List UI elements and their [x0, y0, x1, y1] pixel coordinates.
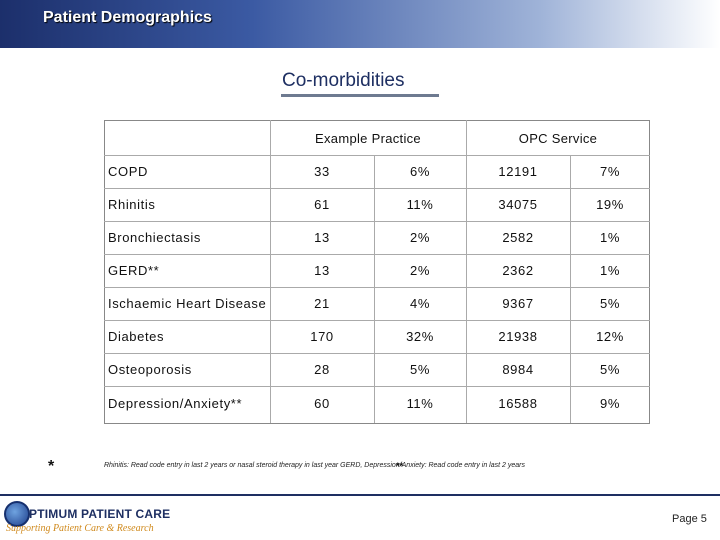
table-row: Bronchiectasis 13 2% 2582 1% [104, 221, 650, 254]
service-count: 2582 [502, 230, 534, 245]
footnote-text: Rhinitis: Read code entry in last 2 year… [104, 462, 525, 469]
practice-percent: 11% [406, 396, 434, 411]
service-percent: 1% [600, 263, 620, 278]
table-divider-service [570, 155, 571, 423]
service-count: 21938 [498, 329, 538, 344]
logo-wordmark: PTIMUM PATIENT CARE [29, 507, 171, 521]
service-count: 34075 [498, 197, 538, 212]
optimum-patient-care-logo: PTIMUM PATIENT CARE Supporting Patient C… [4, 500, 184, 538]
practice-count: 170 [310, 329, 334, 344]
service-percent: 1% [600, 230, 620, 245]
practice-percent: 32% [406, 329, 434, 344]
service-percent: 7% [600, 164, 620, 179]
practice-count: 61 [314, 197, 330, 212]
row-name: GERD** [108, 263, 160, 278]
table-divider-group [466, 120, 467, 423]
table-row-rule [104, 320, 650, 321]
group-header-opc-service: OPC Service [518, 131, 598, 146]
header-title: Patient Demographics [43, 9, 212, 26]
table-row-rule [104, 353, 650, 354]
service-count: 9367 [502, 296, 534, 311]
row-name: COPD [108, 164, 148, 179]
footnote-marker: * [48, 458, 55, 475]
row-name: Osteoporosis [108, 362, 192, 377]
practice-percent: 6% [410, 164, 430, 179]
service-percent: 5% [600, 296, 620, 311]
table-row-rule [104, 221, 650, 222]
practice-percent: 2% [410, 263, 430, 278]
service-count: 16588 [498, 396, 538, 411]
table-row: COPD 33 6% 12191 7% [104, 155, 650, 188]
title-underline [281, 94, 439, 97]
practice-count: 13 [314, 263, 330, 278]
practice-count: 60 [314, 396, 330, 411]
logo-tagline: Supporting Patient Care & Research [6, 523, 154, 534]
table-divider-name [270, 120, 271, 423]
service-percent: 5% [600, 362, 620, 377]
logo-globe-icon [4, 501, 30, 527]
row-name: Bronchiectasis [108, 230, 201, 245]
table-row: Diabetes 170 32% 21938 12% [104, 320, 650, 353]
table-divider-practice [374, 155, 375, 423]
practice-percent: 4% [410, 296, 430, 311]
service-percent: 19% [596, 197, 624, 212]
table-row-rule [104, 386, 650, 387]
table-row-rule [104, 254, 650, 255]
row-name: Depression/Anxiety** [108, 396, 243, 411]
service-percent: 9% [600, 396, 620, 411]
service-count: 2362 [502, 263, 534, 278]
practice-count: 28 [314, 362, 330, 377]
table-row: Depression/Anxiety** 60 11% 16588 9% [104, 386, 650, 422]
group-header-example-practice: Example Practice [315, 131, 421, 146]
practice-percent: 5% [410, 362, 430, 377]
practice-count: 33 [314, 164, 330, 179]
header-bar [0, 0, 720, 48]
service-percent: 12% [596, 329, 624, 344]
table-header-rule [104, 155, 650, 156]
practice-percent: 11% [406, 197, 434, 212]
table-border-left [104, 120, 105, 423]
row-name: Diabetes [108, 329, 165, 344]
footnote-marker-double: ** [396, 461, 404, 471]
table-border-right [649, 120, 650, 423]
slide-title: Co-morbidities [282, 70, 405, 91]
comorbidities-table [104, 120, 650, 424]
footer-rule [0, 494, 720, 496]
table-row-rule [104, 287, 650, 288]
practice-percent: 2% [410, 230, 430, 245]
table-row: Osteoporosis 28 5% 8984 5% [104, 353, 650, 386]
table-row: GERD** 13 2% 2362 1% [104, 254, 650, 287]
table-row: Rhinitis 61 11% 34075 19% [104, 188, 650, 221]
page-number: Page 5 [672, 513, 707, 525]
service-count: 12191 [498, 164, 538, 179]
table-row: Ischaemic Heart Disease 21 4% 9367 5% [104, 287, 650, 320]
practice-count: 13 [314, 230, 330, 245]
service-count: 8984 [502, 362, 534, 377]
practice-count: 21 [314, 296, 330, 311]
row-name: Ischaemic Heart Disease [108, 296, 267, 311]
table-row-rule [104, 188, 650, 189]
row-name: Rhinitis [108, 197, 156, 212]
